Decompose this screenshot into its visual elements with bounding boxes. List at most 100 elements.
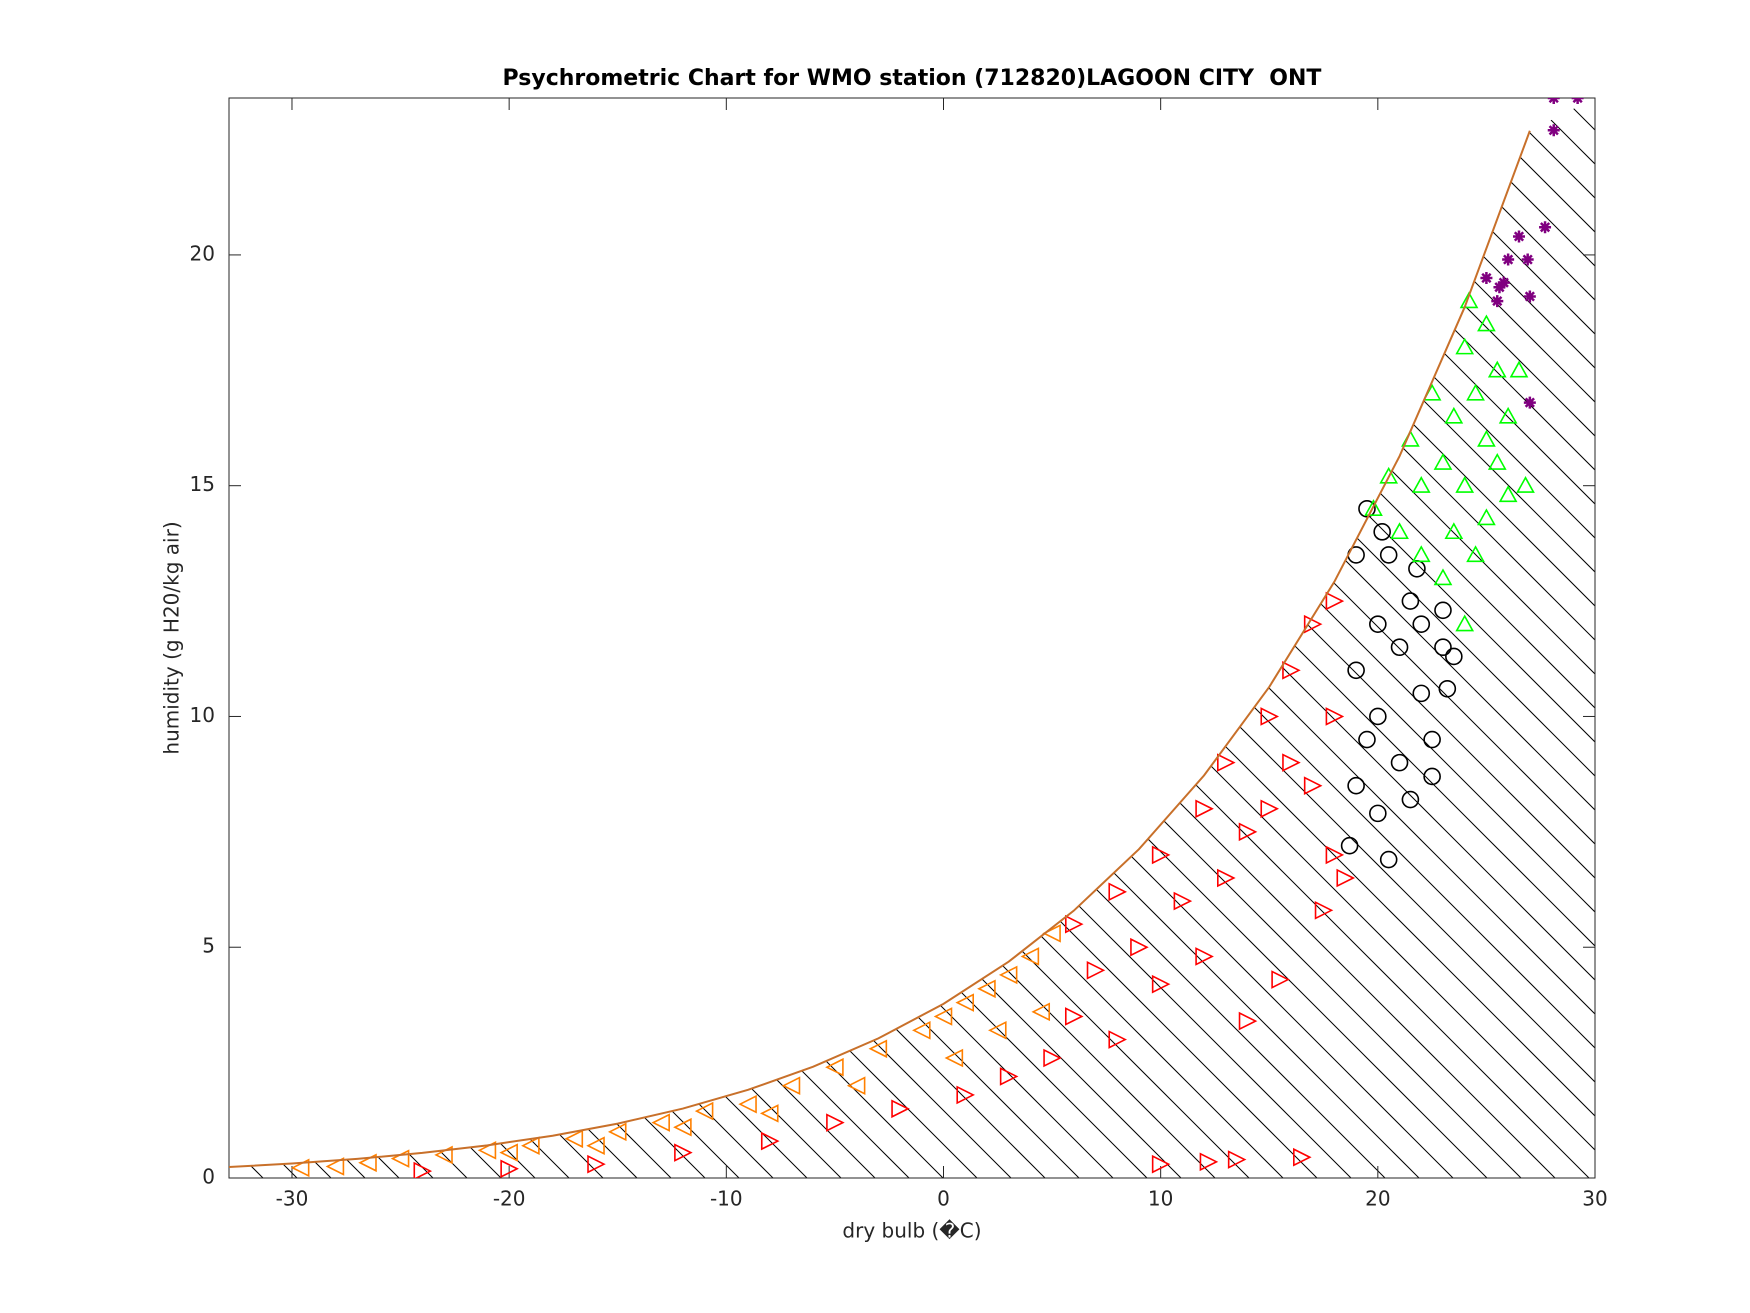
marker xyxy=(1497,276,1510,289)
x-axis-label: dry bulb (�C) xyxy=(842,1219,981,1243)
marker xyxy=(521,1136,540,1155)
marker xyxy=(987,1021,1007,1040)
marker xyxy=(933,1007,953,1026)
marker xyxy=(1325,845,1345,865)
marker xyxy=(674,1143,693,1162)
y-axis-label: humidity (g H20/kg air) xyxy=(160,521,184,754)
marker xyxy=(1064,1007,1084,1026)
marker xyxy=(1336,868,1356,888)
series xyxy=(290,924,1061,1178)
marker xyxy=(1509,360,1529,378)
marker xyxy=(1043,1048,1062,1068)
marker xyxy=(1108,1030,1128,1049)
marker xyxy=(1512,230,1525,243)
marker xyxy=(1390,638,1409,656)
marker xyxy=(911,1021,931,1040)
marker xyxy=(587,1154,606,1174)
marker xyxy=(999,1067,1019,1086)
marker xyxy=(1455,476,1475,493)
marker xyxy=(1358,730,1376,749)
marker xyxy=(1433,568,1453,586)
marker xyxy=(586,1136,605,1155)
marker xyxy=(998,965,1018,985)
marker xyxy=(1523,396,1536,409)
marker xyxy=(1401,790,1420,809)
marker xyxy=(1379,850,1398,869)
marker xyxy=(1455,337,1475,355)
marker xyxy=(1493,281,1506,294)
marker xyxy=(1445,647,1463,666)
x-tick-label: 20 xyxy=(1365,1187,1390,1211)
chart-title: Psychrometric Chart for WMO station (712… xyxy=(503,66,1322,91)
marker xyxy=(1325,707,1345,726)
marker xyxy=(1487,452,1507,470)
marker xyxy=(1379,546,1398,564)
hatch-line xyxy=(1392,98,1596,1178)
marker xyxy=(1271,970,1290,989)
marker xyxy=(1455,614,1475,632)
marker xyxy=(1411,545,1431,563)
saturation-curve xyxy=(229,130,1531,1169)
marker xyxy=(1238,822,1258,842)
marker xyxy=(1444,522,1464,540)
marker xyxy=(955,993,975,1012)
marker xyxy=(1195,947,1214,966)
marker xyxy=(1108,882,1128,902)
marker xyxy=(738,1094,757,1114)
marker xyxy=(1031,1002,1051,1022)
marker xyxy=(1282,753,1301,772)
marker xyxy=(564,1129,584,1149)
marker xyxy=(1293,1147,1312,1167)
marker xyxy=(1064,914,1084,934)
marker xyxy=(1477,508,1496,526)
marker xyxy=(1423,730,1441,749)
marker xyxy=(1369,707,1387,726)
marker xyxy=(1433,452,1453,470)
marker xyxy=(1369,804,1387,823)
y-tick-label: 0 xyxy=(202,1165,215,1189)
marker xyxy=(1444,406,1464,424)
marker xyxy=(1466,383,1485,401)
marker xyxy=(1411,476,1431,493)
y-tick-label: 20 xyxy=(190,241,215,265)
marker xyxy=(1412,684,1431,703)
marker xyxy=(1151,845,1171,865)
marker xyxy=(1303,776,1323,795)
marker xyxy=(1459,291,1479,309)
marker xyxy=(499,1143,518,1162)
marker xyxy=(1173,891,1193,911)
marker xyxy=(1238,1011,1258,1031)
marker xyxy=(826,1113,845,1132)
series xyxy=(1340,500,1463,869)
marker xyxy=(1521,253,1534,266)
marker xyxy=(1390,753,1409,772)
marker xyxy=(1217,868,1236,888)
marker xyxy=(1042,924,1061,943)
marker xyxy=(944,1048,964,1068)
marker xyxy=(1195,799,1214,819)
marker xyxy=(1434,638,1452,656)
marker xyxy=(868,1039,888,1059)
marker xyxy=(781,1076,801,1095)
marker xyxy=(1364,499,1383,516)
marker xyxy=(1020,947,1040,966)
marker xyxy=(1498,485,1518,503)
marker xyxy=(956,1085,975,1105)
marker xyxy=(1314,901,1334,920)
y-tick-label: 15 xyxy=(190,472,215,496)
marker xyxy=(1373,523,1391,541)
marker xyxy=(1408,560,1426,578)
marker xyxy=(1369,615,1387,633)
marker xyxy=(673,1117,692,1137)
marker xyxy=(891,1099,910,1119)
marker xyxy=(1130,937,1149,957)
marker xyxy=(1480,272,1493,284)
series xyxy=(1480,98,1584,409)
marker xyxy=(651,1113,670,1132)
marker xyxy=(694,1101,714,1121)
marker xyxy=(1523,290,1536,303)
marker xyxy=(1151,974,1171,994)
marker xyxy=(1491,295,1504,308)
